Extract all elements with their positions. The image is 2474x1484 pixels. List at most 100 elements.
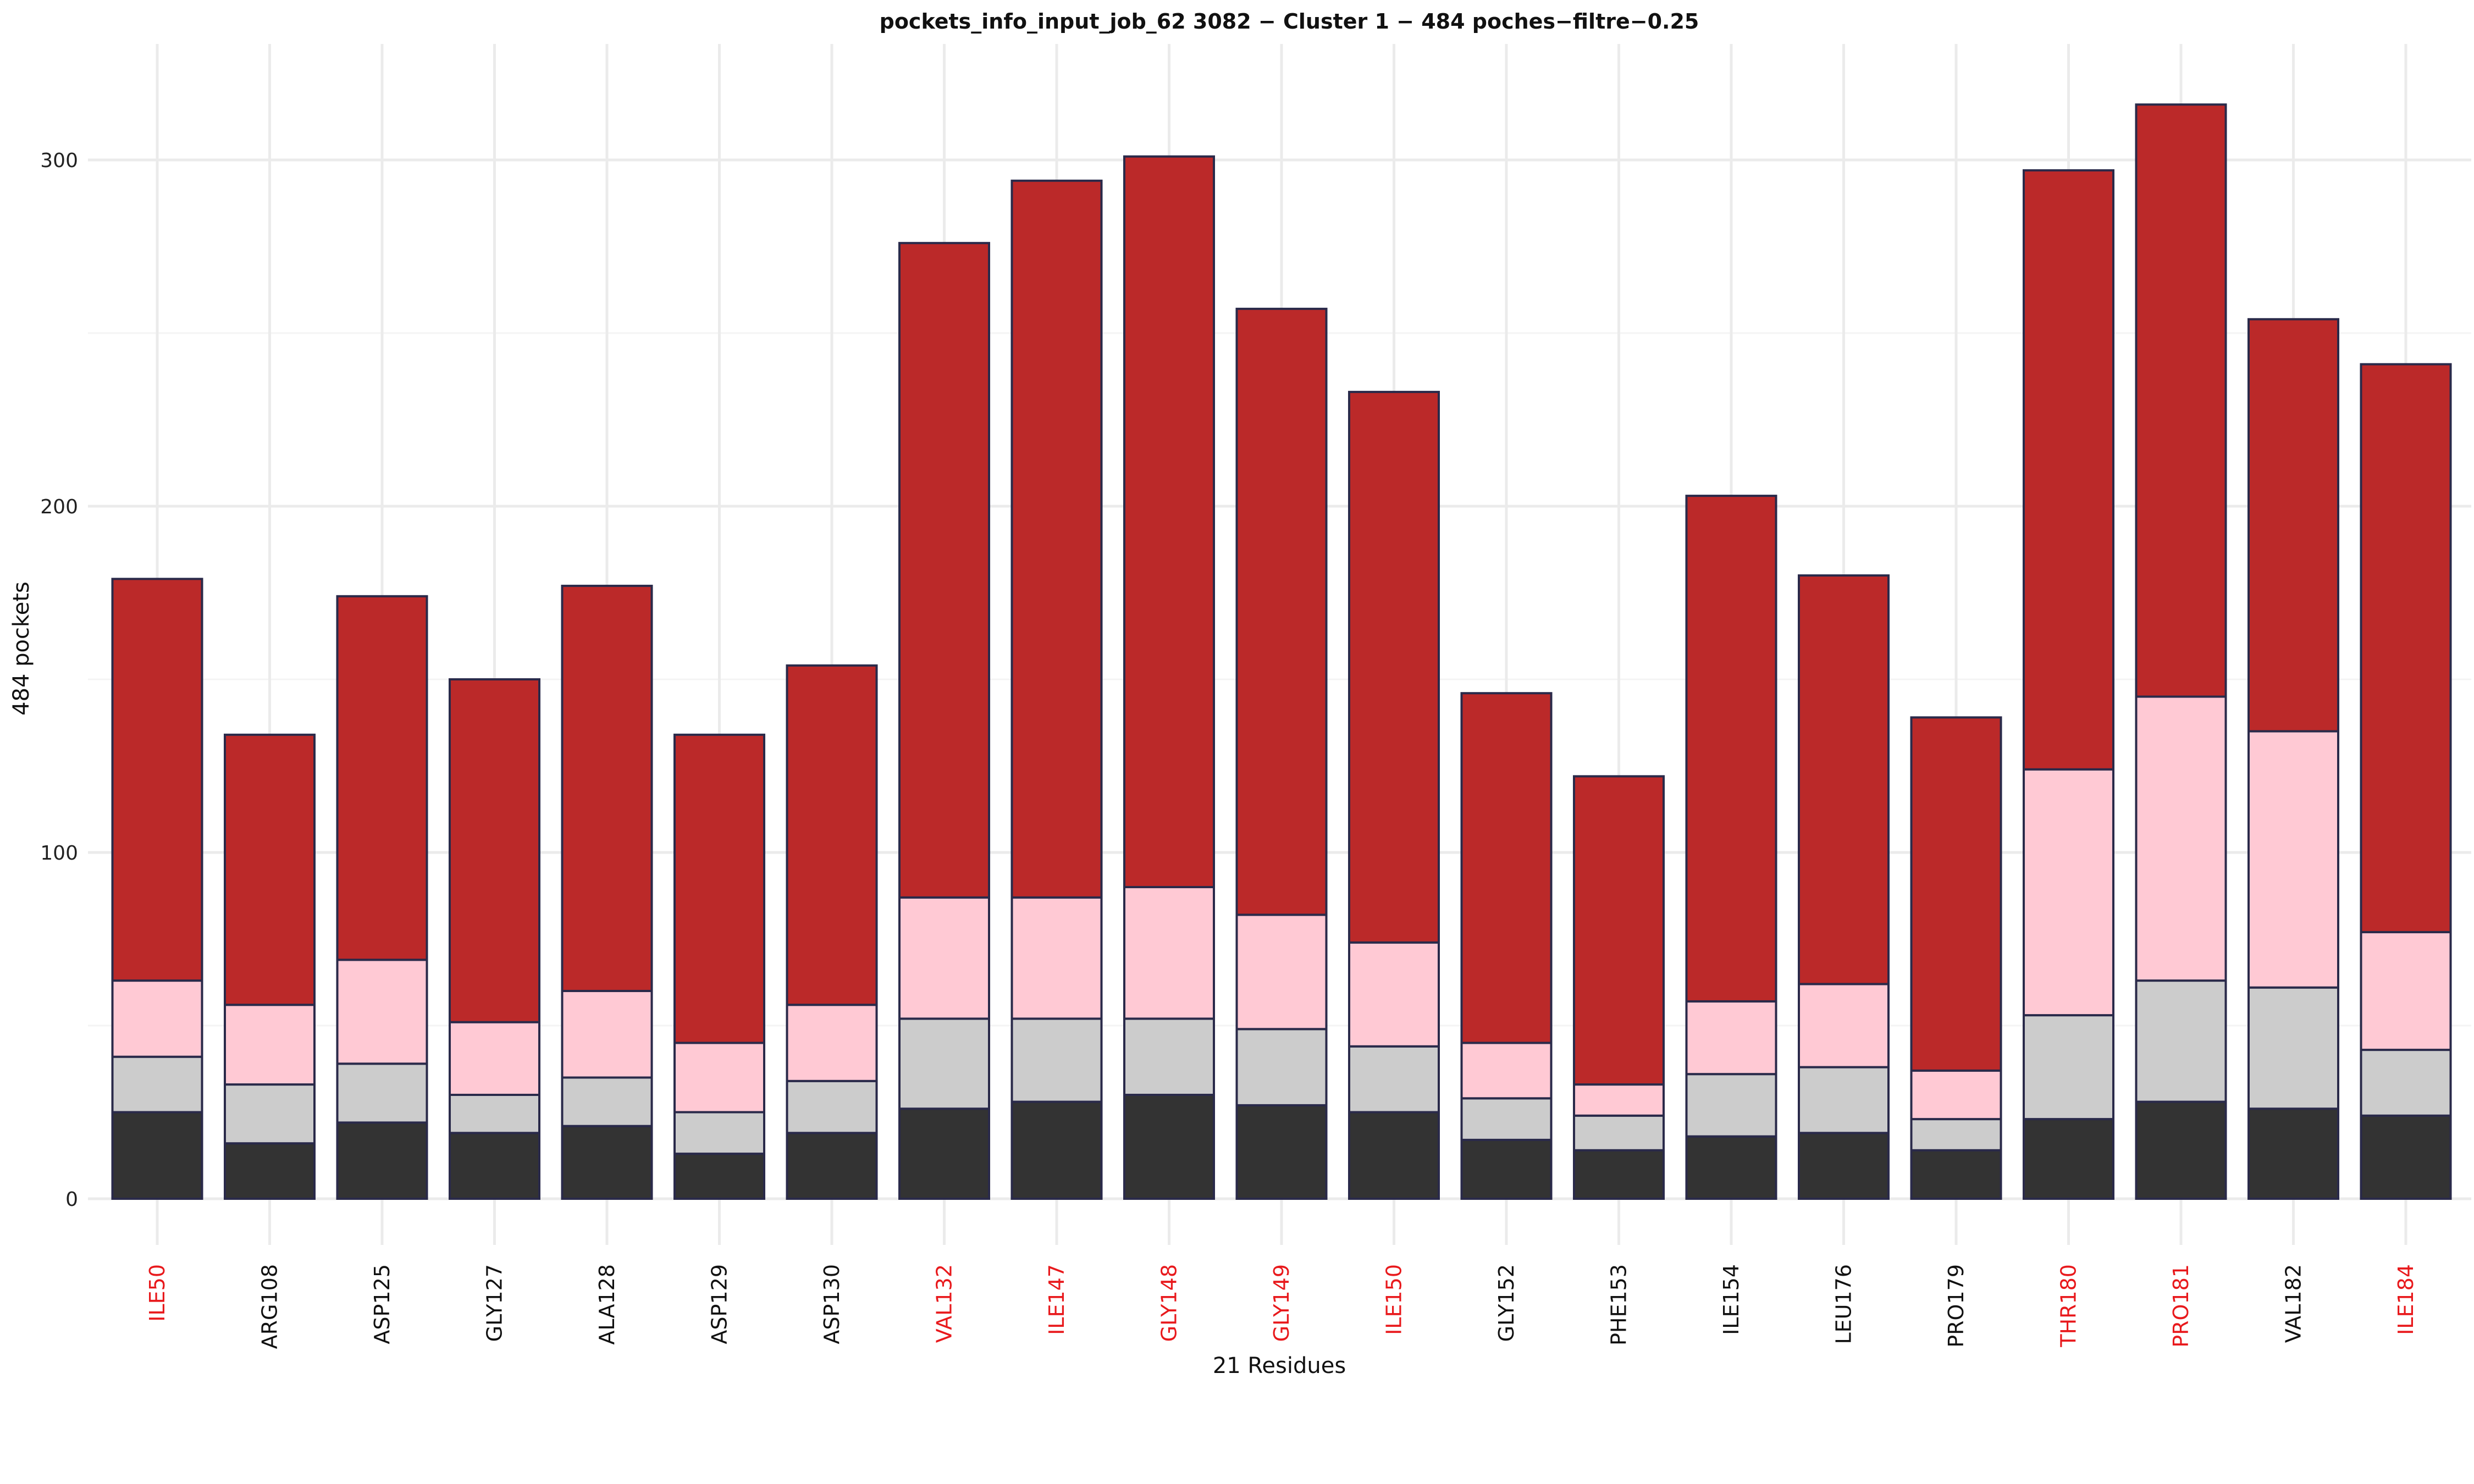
y-tick-label: 0 [65,1188,78,1211]
bar-segment [224,1142,316,1200]
bar-segment [1235,913,1328,1031]
bar-segment [1685,1000,1777,1076]
bar-segment [2023,1118,2114,1200]
bar-segment [1460,1138,1553,1200]
bar-stack-phe153 [1573,775,1665,1200]
bar-segment [1573,775,1665,1086]
x-tick-label: GLY152 [1494,1264,1518,1342]
x-tick-label: VAL182 [2282,1264,2306,1343]
bar-segment [1798,1066,1890,1134]
bar-segment [898,896,990,1020]
bar-segment [786,664,878,1006]
bar-stack-pro181 [2135,103,2227,1200]
bar-segment [786,1132,878,1200]
x-tick-label: PRO179 [1944,1264,1968,1348]
bar-segment [2247,1108,2339,1200]
bar-segment [1348,1111,1440,1200]
bar-segment [111,979,203,1058]
bar-stack-asp129 [673,733,765,1200]
bar-segment [1573,1149,1665,1200]
bar-segment [561,584,653,992]
bar-segment [111,578,203,982]
bar-stack-val182 [2247,318,2339,1200]
bar-segment [1460,1042,1553,1100]
x-tick-label: ILE50 [145,1264,169,1322]
x-axis-title: 21 Residues [1213,1353,1346,1378]
bar-segment [2360,1049,2452,1117]
bar-segment [111,1055,203,1114]
bar-segment [673,1042,765,1114]
bar-segment [2023,1014,2114,1121]
bar-segment [224,733,316,1006]
bar-stack-ala128 [561,584,653,1200]
bar-segment [2023,169,2114,771]
x-tick-label: ASP125 [370,1264,394,1344]
bar-segment [2135,695,2227,982]
bar-segment [561,1076,653,1127]
bar-segment [1123,886,1215,1020]
bar-stack-ile154 [1685,495,1777,1200]
bar-segment [561,1125,653,1200]
bar-segment [898,242,990,899]
x-tick-label: ILE184 [2394,1264,2418,1335]
bar-segment [786,1004,878,1082]
bar-segment [1235,1028,1328,1106]
y-axis-title: 484 pockets [9,582,34,716]
x-tick-label: VAL132 [932,1264,957,1343]
bar-segment [2023,768,2114,1017]
bar-segment [2135,1100,2227,1200]
x-tick-label: ASP130 [820,1264,844,1344]
bar-segment [1798,983,1890,1068]
bar-stack-gly148 [1123,155,1215,1200]
bar-segment [336,1062,428,1124]
bar-segment [1010,179,1103,899]
bar-segment [1348,1045,1440,1114]
bars [111,103,2452,1200]
x-tick-label: ILE154 [1719,1264,1743,1335]
bar-stack-ile150 [1348,391,1440,1200]
bar-segment [2360,1114,2452,1200]
bar-segment [1573,1114,1665,1151]
bar-segment [449,1132,540,1200]
bar-segment [449,1094,540,1134]
bar-segment [449,678,540,1023]
bar-segment [1235,1104,1328,1200]
bar-segment [1123,1017,1215,1097]
bar-stack-val132 [898,242,990,1200]
bar-segment [1910,1149,2002,1200]
bar-segment [1010,896,1103,1020]
y-axis-ticks: 0 100 200 300 [40,149,78,1211]
x-tick-label: ILE150 [1382,1264,1406,1335]
bar-segment [2360,931,2452,1051]
bar-stack-asp125 [336,595,428,1200]
bar-segment [1123,1094,1215,1200]
bar-segment [1123,155,1215,889]
bar-segment [1348,391,1440,944]
y-tick-label: 200 [40,496,78,518]
x-tick-label: ALA128 [595,1264,619,1345]
bar-segment [1460,692,1553,1044]
bar-segment [1010,1017,1103,1103]
bar-segment [2135,103,2227,698]
bar-segment [224,1083,316,1145]
x-tick-label: GLY148 [1157,1264,1181,1342]
x-tick-label: ASP129 [708,1264,732,1344]
bar-stack-ile50 [111,578,203,1200]
bar-segment [1348,941,1440,1048]
bar-segment [898,1108,990,1200]
bar-segment [898,1017,990,1110]
bar-stack-pro179 [1910,716,2002,1200]
x-tick-label: PRO181 [2169,1264,2193,1348]
bar-segment [2135,979,2227,1103]
bar-segment [1573,1083,1665,1117]
x-tick-label: THR180 [2057,1264,2081,1348]
x-tick-label: GLY127 [483,1264,507,1342]
bar-stack-gly127 [449,678,540,1200]
bar-segment [1910,716,2002,1072]
bar-segment [224,1004,316,1086]
bar-segment [1685,495,1777,1003]
bar-stack-ile147 [1010,179,1103,1200]
bar-segment [1798,574,1890,985]
bar-segment [2360,363,2452,933]
bar-segment [1010,1100,1103,1200]
